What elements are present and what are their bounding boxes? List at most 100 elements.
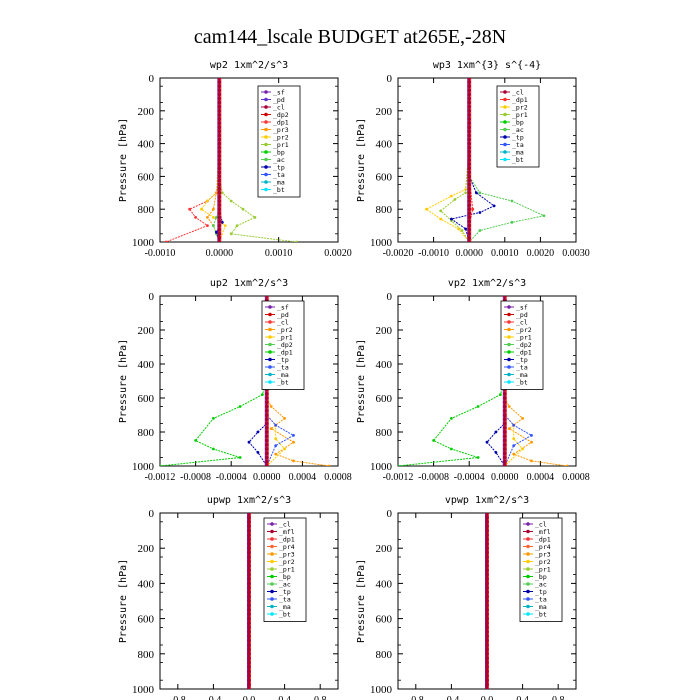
series-point-tp: [474, 191, 478, 195]
zero-line-point: [217, 195, 222, 199]
plot-frame: [397, 77, 577, 243]
series-point-dp1: [471, 207, 475, 211]
zero-line-point: [247, 550, 251, 555]
legend: _cl_mfl_dp1_pr4_pr3_pr2_pr1_bp_ac_tp_ta_…: [519, 517, 563, 622]
legend-swatch-marker: [507, 365, 511, 369]
x-tick-label: 0.0010: [491, 248, 519, 259]
zero-line-point: [467, 154, 472, 158]
legend-entry: _ma: [500, 149, 524, 157]
zero-line-point: [503, 413, 507, 417]
legend-entry: _dp2: [265, 341, 293, 349]
zero-line-point: [467, 240, 471, 242]
x-tick-label: -0.0004: [454, 472, 485, 483]
zero-line-point: [467, 145, 472, 150]
zero-line-point: [485, 590, 489, 594]
zero-line-point: [467, 174, 472, 179]
zero-line-point: [247, 687, 251, 689]
x-tick-label: 0.0008: [562, 472, 590, 483]
zero-line-point: [265, 459, 269, 464]
legend-entry: _pr3: [523, 551, 551, 559]
zero-line-point: [265, 296, 269, 298]
legend-label: _bt: [273, 186, 285, 194]
zero-line-point: [485, 594, 489, 599]
zero-line-point: [503, 391, 507, 396]
legend-entry: _pr1: [504, 334, 532, 342]
zero-line-point: [217, 113, 222, 117]
zero-line-point: [247, 546, 251, 550]
chart-panel-2: 0 200 400 600 800 1000-0.0020 -0.0010 0.0000 0.0…: [356, 60, 590, 259]
y-tick-label: 600: [138, 171, 155, 183]
zero-line-point: [485, 581, 489, 586]
zero-line-point: [265, 417, 269, 422]
zero-line-point: [485, 643, 489, 647]
y-tick-label: 0: [149, 291, 155, 303]
series-point-pr1: [295, 240, 298, 242]
zero-line-point: [247, 625, 251, 630]
zero-line-point: [485, 550, 489, 555]
zero-line-point: [485, 682, 489, 687]
y-tick-label: 400: [138, 359, 155, 371]
series-point-dp1: [212, 447, 215, 451]
legend-label: _sf: [516, 304, 528, 312]
zero-line-point: [247, 537, 251, 542]
legend-swatch-marker: [270, 567, 274, 571]
legend-entry: _cl: [504, 319, 528, 327]
zero-line-point: [467, 92, 472, 97]
series-point-pr2: [530, 459, 533, 463]
zero-line-point: [467, 96, 472, 101]
series-point-dp1: [206, 224, 209, 228]
legend-label: _sf: [277, 304, 289, 312]
legend-entry: _tp: [267, 588, 291, 596]
zero-line-point: [467, 125, 472, 129]
zero-line-point: [247, 513, 251, 515]
zero-line-point: [467, 150, 472, 154]
legend-label: _ma: [535, 603, 547, 611]
series-point-ac: [478, 229, 482, 232]
zero-line-point: [485, 555, 489, 559]
zero-line-point: [217, 92, 222, 97]
y-tick-label: 1000: [370, 684, 393, 696]
legend-entry: _tp: [265, 356, 289, 364]
zero-line-point: [217, 125, 222, 129]
zero-line-point: [485, 665, 489, 669]
zero-line-point: [467, 186, 472, 191]
zero-line-point: [485, 608, 489, 612]
legend-label: _mfl: [279, 528, 295, 536]
legend-swatch-marker: [264, 97, 268, 102]
series-point-dp1: [188, 207, 192, 211]
legend-label: _ac: [535, 581, 547, 589]
zero-line-point: [503, 451, 507, 456]
series-point-dp1: [450, 417, 453, 420]
zero-line-point: [217, 182, 222, 187]
plot-frame: [159, 77, 339, 243]
series-point-ta: [274, 444, 278, 447]
zero-line-point: [265, 413, 269, 417]
zero-line-point: [467, 117, 472, 121]
series-group: [247, 513, 251, 689]
legend: _sf_pd_cl_pr2_pr1_dp2_dp1_tp_ta_ma_bt: [500, 300, 544, 390]
legend-swatch-marker: [526, 544, 530, 549]
legend-label: _sf: [273, 89, 285, 97]
legend-swatch-marker: [268, 350, 272, 354]
legend-swatch-marker: [268, 335, 272, 339]
zero-line-point: [247, 660, 251, 665]
legend-swatch-marker: [526, 582, 530, 586]
series-point-pr1: [274, 437, 278, 441]
y-axis-label: Pressure [hPa]: [118, 339, 129, 423]
zero-line-point: [247, 594, 251, 599]
series-point-tp: [247, 440, 251, 444]
zero-line-point: [217, 117, 222, 121]
legend-label: _ma: [277, 371, 289, 379]
legend-swatch-marker: [503, 157, 507, 162]
legend-swatch-marker: [503, 90, 507, 94]
zero-line-point: [467, 236, 472, 240]
y-tick-label: 0: [387, 508, 393, 520]
legend-swatch-marker: [526, 559, 530, 564]
zero-line-point: [265, 451, 269, 456]
panel-title: vp2 1xm^2/s^3: [448, 278, 526, 289]
zero-line-point: [503, 455, 507, 460]
zero-line-point: [217, 137, 222, 142]
zero-line-point: [247, 665, 251, 669]
series-point-dp1: [450, 447, 453, 451]
legend-swatch-marker: [507, 305, 511, 309]
